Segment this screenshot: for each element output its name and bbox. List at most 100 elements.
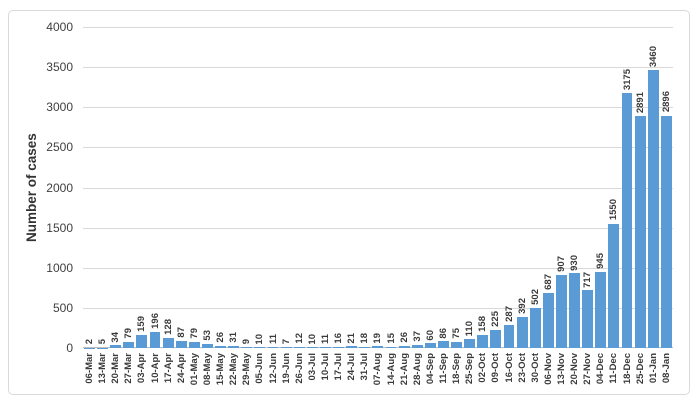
bar-value-label: 10	[306, 333, 318, 345]
bar	[202, 343, 213, 348]
bar-value-label: 2	[84, 339, 95, 345]
bar-value-label: 10	[254, 333, 266, 345]
plot-area: 4000 3500 3000 2500 2000 1500 1000 500 0 2 06-Mar 5…	[46, 20, 673, 385]
bar-value-label: 907	[556, 256, 567, 273]
x-tick-label: 18-Sep	[451, 353, 463, 385]
bar-value-label: 1550	[608, 199, 620, 221]
bar	[542, 292, 554, 348]
bar-value-label: 196	[149, 313, 161, 330]
y-tick-label: 500	[52, 300, 73, 315]
bar-value-label: 945	[595, 253, 607, 270]
bar-value-label: 16	[333, 333, 345, 344]
bar-value-label: 717	[582, 271, 594, 288]
x-tick-label: 11-Sep	[438, 353, 449, 384]
bar-value-label: 15	[385, 333, 397, 344]
x-tick-label: 07-Aug	[372, 353, 384, 386]
x-tick-label: 27-Nov	[582, 353, 594, 385]
bar	[136, 335, 148, 348]
gridline	[83, 147, 673, 149]
bar	[333, 346, 345, 348]
bar-value-label: 11	[320, 334, 331, 345]
bar	[254, 347, 266, 348]
bar	[346, 346, 358, 348]
bar-value-label: 11	[267, 334, 279, 345]
bar	[188, 341, 200, 348]
bar-value-label: 930	[569, 254, 581, 271]
bar	[582, 290, 594, 348]
x-tick-label: 29-May	[241, 353, 253, 386]
bar	[634, 116, 646, 348]
y-tick-label: 0	[66, 341, 73, 355]
bar	[215, 345, 227, 348]
x-tick-label: 01-Jan	[647, 353, 659, 384]
bar	[477, 335, 489, 348]
bar	[660, 115, 672, 348]
bar-value-label: 53	[202, 330, 213, 341]
bar	[385, 346, 397, 348]
x-tick-label: 08-Jan	[660, 353, 672, 384]
x-tick-label: 13-Nov	[556, 353, 567, 385]
bar-value-label: 75	[451, 328, 463, 339]
bar	[267, 347, 279, 348]
bar	[438, 341, 449, 348]
bar-value-label: 3460	[647, 46, 659, 68]
bar-value-label: 79	[188, 328, 200, 339]
bar	[149, 332, 161, 348]
bar-value-label: 2896	[660, 91, 672, 113]
bar-value-label: 158	[477, 316, 489, 333]
bar-value-label: 31	[228, 331, 240, 343]
x-tick-label: 25-Sep	[464, 353, 476, 385]
bar	[529, 307, 541, 348]
x-tick-label: 13-Mar	[97, 353, 109, 384]
x-tick-label: 20-Nov	[569, 353, 581, 385]
bar	[241, 347, 253, 348]
x-tick-label: 26-Jun	[293, 353, 305, 384]
gridline	[83, 267, 673, 269]
bar-value-label: 37	[411, 331, 423, 343]
x-tick-label: 02-Oct	[477, 353, 489, 383]
bar	[123, 341, 135, 348]
bar-value-label: 19	[372, 332, 384, 344]
x-tick-label: 05-Jun	[254, 353, 266, 384]
x-tick-label: 19-Jun	[280, 353, 292, 384]
bar	[621, 93, 633, 348]
x-tick-label: 17-Apr	[162, 353, 174, 384]
x-tick-label: 27-Mar	[123, 353, 135, 384]
bar	[228, 345, 240, 348]
bar-value-label: 60	[424, 329, 436, 341]
bar-value-label: 3175	[621, 69, 633, 91]
x-tick-label: 03-Jul	[306, 353, 318, 381]
x-tick-label: 28-Aug	[411, 353, 423, 386]
gridline	[83, 227, 673, 229]
x-tick-label: 18-Dec	[621, 353, 633, 385]
x-tick-label: 06-Nov	[542, 353, 554, 385]
x-tick-label: 23-Oct	[516, 353, 528, 383]
x-tick-label: 08-May	[202, 353, 213, 386]
y-tick-label: 2000	[46, 180, 73, 195]
bar	[647, 70, 659, 348]
x-tick-label: 16-Oct	[503, 353, 515, 383]
bar-value-label: 79	[123, 328, 135, 339]
x-tick-label: 24-Jul	[346, 353, 358, 381]
gridline	[83, 107, 673, 109]
gridline	[83, 67, 673, 69]
bar	[424, 343, 436, 348]
bar	[503, 324, 515, 348]
x-tick-label: 20-Mar	[110, 353, 122, 384]
x-tick-label: 09-Oct	[490, 353, 502, 383]
bar	[464, 339, 476, 348]
bar	[320, 347, 331, 348]
gridline	[83, 27, 673, 28]
bar	[175, 341, 187, 348]
bar	[411, 345, 423, 348]
x-tick-label: 12-Jun	[267, 353, 279, 384]
bar	[110, 345, 122, 348]
bar-value-label: 87	[175, 327, 187, 339]
gridline	[83, 187, 673, 189]
x-tick-label: 15-May	[215, 353, 227, 386]
chart-frame: Number of cases 4000 3500 3000 2500 2000 1500…	[8, 10, 690, 395]
bar	[398, 345, 410, 348]
x-tick-label: 25-Dec	[634, 353, 646, 385]
x-tick-label: 17-Jul	[333, 353, 345, 381]
y-tick-label: 2500	[46, 140, 73, 155]
